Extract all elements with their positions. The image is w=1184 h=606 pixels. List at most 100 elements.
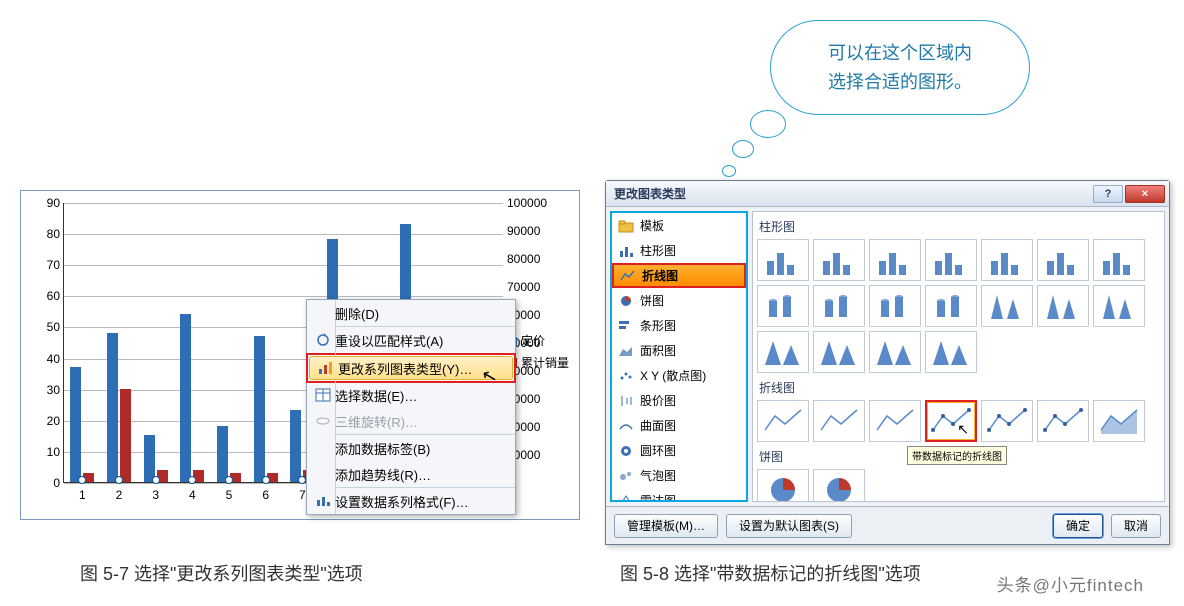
chart-thumb-col4[interactable] (925, 239, 977, 281)
chart-thumb-line2[interactable] (813, 400, 865, 442)
chart-thumb-cone2[interactable] (1037, 285, 1089, 327)
ctx-label: 三维旋转(R)… (335, 412, 418, 431)
donut-icon (618, 444, 634, 458)
category-label: 气泡图 (640, 467, 676, 484)
bar-red[interactable] (120, 389, 131, 482)
bar-blue[interactable] (107, 333, 118, 482)
ctx-label: 设置数据系列格式(F)… (335, 492, 469, 511)
area-icon (618, 344, 634, 358)
category-pie[interactable]: 饼图 (612, 288, 746, 313)
category-bar[interactable]: 柱形图 (612, 238, 746, 263)
close-button[interactable]: × (1125, 185, 1165, 203)
chart-thumb-line6[interactable] (1037, 400, 1089, 442)
category-label: 柱形图 (640, 242, 676, 259)
ctx-label: 更改系列图表类型(Y)… (338, 359, 472, 378)
chart-thumb-3dcol3[interactable] (1093, 239, 1145, 281)
chart-thumb-pie2[interactable] (813, 469, 865, 502)
table-icon (311, 388, 335, 402)
chart-thumb-3dcol2[interactable] (1037, 239, 1089, 281)
ok-button[interactable]: 确定 (1053, 514, 1103, 538)
bar-blue[interactable] (290, 410, 301, 482)
stock-icon (618, 394, 634, 408)
bar-blue[interactable] (217, 426, 228, 482)
y-axis-left-tick: 70 (47, 258, 60, 272)
category-stock[interactable]: 股价图 (612, 388, 746, 413)
help-button[interactable]: ? (1093, 185, 1123, 203)
y-axis-right-tick: 70000 (507, 280, 540, 294)
set-default-button[interactable]: 设置为默认图表(S) (726, 514, 852, 538)
caption-right: 图 5-8 选择"带数据标记的折线图"选项 (620, 560, 921, 586)
chart-thumb-pie1[interactable] (757, 469, 809, 502)
x-axis-tick: 2 (116, 488, 123, 502)
bubble-line1: 可以在这个区域内 (828, 39, 972, 68)
ctx-label: 删除(D) (335, 304, 379, 323)
chart-thumb-col3[interactable] (869, 239, 921, 281)
category-radar[interactable]: 雷达图 (612, 488, 746, 502)
x-axis-tick: 7 (299, 488, 306, 502)
ctx-format-series[interactable]: 设置数据系列格式(F)… (307, 488, 515, 514)
data-marker[interactable] (188, 476, 196, 484)
format-icon (311, 494, 335, 508)
y-axis-left-tick: 10 (47, 445, 60, 459)
ctx-delete[interactable]: 删除(D) (307, 300, 515, 326)
chart-thumb-col2[interactable] (813, 239, 865, 281)
category-folder[interactable]: 模板 (612, 213, 746, 238)
ctx-add-trendline[interactable]: 添加趋势线(R)… (307, 461, 515, 487)
gallery-section-title: 折线图 (759, 379, 1160, 396)
context-menu: 删除(D) 重设以匹配样式(A) 更改系列图表类型(Y)… ↖ (306, 299, 516, 515)
figure-5-7: 0102030405060708090010000200003000040000… (20, 190, 580, 520)
manage-templates-button[interactable]: 管理模板(M)… (614, 514, 718, 538)
y-axis-right-tick: 100000 (507, 196, 547, 210)
chart-thumb-cyl4[interactable] (925, 285, 977, 327)
data-marker[interactable] (225, 476, 233, 484)
x-axis-tick: 3 (152, 488, 159, 502)
category-label: 曲面图 (640, 417, 676, 434)
chart-thumb-pyr4[interactable] (925, 331, 977, 373)
chart-thumb-cone3[interactable] (1093, 285, 1145, 327)
chart-thumb-cyl1[interactable] (757, 285, 809, 327)
radar-icon (618, 494, 634, 503)
bar-blue[interactable] (144, 435, 155, 482)
chart-thumb-pyr2[interactable] (813, 331, 865, 373)
chart-type-gallery: 柱形图折线图带数据标记的折线图↖饼图 (752, 211, 1165, 502)
ctx-select-data[interactable]: 选择数据(E)… (307, 382, 515, 408)
chart-thumb-line1[interactable] (757, 400, 809, 442)
chart-thumb-col1[interactable] (757, 239, 809, 281)
tooltip: 带数据标记的折线图 (907, 446, 1007, 465)
legend-item: 累计销量 (507, 353, 569, 375)
chart-thumb-pyr1[interactable] (757, 331, 809, 373)
dialog-footer: 管理模板(M)… 设置为默认图表(S) 确定 取消 (606, 506, 1169, 544)
chart-thumb-pyr3[interactable] (869, 331, 921, 373)
cursor-icon: ↖ (957, 421, 969, 438)
chart-thumb-line7[interactable] (1093, 400, 1145, 442)
category-hbar[interactable]: 条形图 (612, 313, 746, 338)
category-bubble[interactable]: 气泡图 (612, 463, 746, 488)
data-marker[interactable] (152, 476, 160, 484)
data-marker[interactable] (115, 476, 123, 484)
chart-thumb-3dcol1[interactable] (981, 239, 1033, 281)
category-line[interactable]: 折线图 (612, 263, 746, 288)
chart-thumb-line3[interactable] (869, 400, 921, 442)
bar-blue[interactable] (254, 336, 265, 482)
chart-thumb-cone1[interactable] (981, 285, 1033, 327)
chart-thumb-line4[interactable]: 带数据标记的折线图↖ (925, 400, 977, 442)
bar-blue[interactable] (70, 367, 81, 482)
category-area[interactable]: 面积图 (612, 338, 746, 363)
category-surface[interactable]: 曲面图 (612, 413, 746, 438)
ctx-label: 重设以匹配样式(A) (335, 331, 443, 350)
cancel-button[interactable]: 取消 (1111, 514, 1161, 538)
data-marker[interactable] (262, 476, 270, 484)
chart-thumb-cyl2[interactable] (813, 285, 865, 327)
ctx-reset-style[interactable]: 重设以匹配样式(A) (307, 327, 515, 353)
category-scatter[interactable]: X Y (散点图) (612, 363, 746, 388)
chart-thumb-line5[interactable] (981, 400, 1033, 442)
bar-icon (618, 244, 634, 258)
category-label: 折线图 (642, 267, 678, 284)
figure-5-8: 更改图表类型 ? × 模板柱形图折线图饼图条形图面积图X Y (散点图)股价图曲… (605, 180, 1170, 545)
bar-blue[interactable] (180, 314, 191, 482)
data-marker[interactable] (78, 476, 86, 484)
chart-thumb-cyl3[interactable] (869, 285, 921, 327)
y-axis-right-tick: 80000 (507, 252, 540, 266)
category-donut[interactable]: 圆环图 (612, 438, 746, 463)
ctx-add-data-labels[interactable]: 添加数据标签(B) (307, 435, 515, 461)
